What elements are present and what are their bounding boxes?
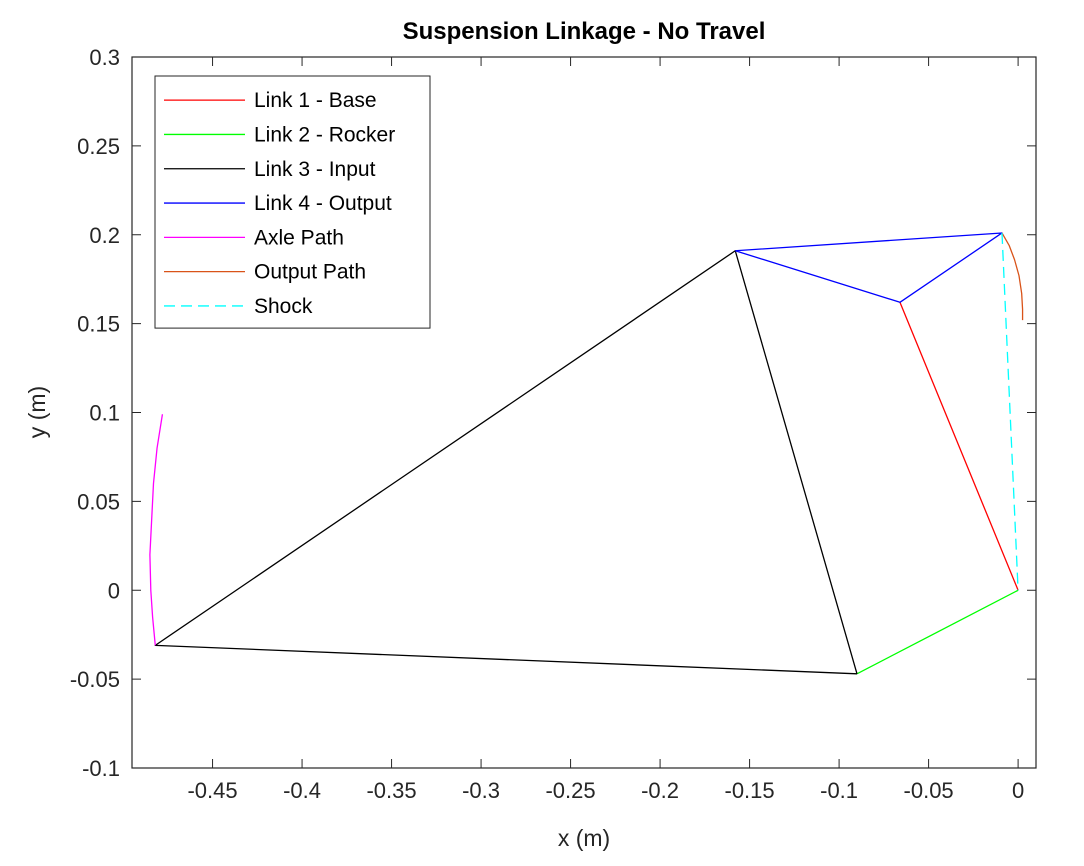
x-tick-label-2: -0.35 xyxy=(366,778,416,803)
legend-label-5: Output Path xyxy=(254,261,366,284)
y-tick-label-6: 0.2 xyxy=(89,223,120,248)
legend-label-2: Link 3 - Input xyxy=(254,158,376,181)
x-tick-label-6: -0.15 xyxy=(725,778,775,803)
x-tick-label-9: 0 xyxy=(1012,778,1024,803)
legend-label-3: Link 4 - Output xyxy=(254,192,392,215)
data-layer xyxy=(149,232,1024,675)
y-tick-label-2: 0 xyxy=(108,578,120,603)
y-tick-label-0: -0.1 xyxy=(82,756,120,781)
y-axis-label: y (m) xyxy=(24,386,50,438)
series-line-4-0 xyxy=(149,414,164,646)
x-tick-label-5: -0.2 xyxy=(641,778,679,803)
x-tick-label-8: -0.05 xyxy=(904,778,954,803)
y-tick-label-3: 0.05 xyxy=(77,489,120,514)
series-line-1-0 xyxy=(856,589,1019,675)
legend-label-4: Axle Path xyxy=(254,226,344,249)
y-tick-label-4: 0.1 xyxy=(89,401,120,426)
x-tick-label-3: -0.3 xyxy=(462,778,500,803)
legend: Link 1 - Base Link 2 - Rocker Link 3 - Inp… xyxy=(154,75,431,329)
ticks-layer: -0.45 -0.4 -0.35 -0.3 -0.25 -0.2 -0.15 -0.1 -0.0… xyxy=(70,45,1036,803)
x-tick-label-1: -0.4 xyxy=(283,778,321,803)
series-line-5-0 xyxy=(1001,232,1024,321)
legend-label-1: Link 2 - Rocker xyxy=(254,123,395,146)
legend-label-6: Shock xyxy=(254,295,313,318)
series-line-3-0 xyxy=(735,232,1003,303)
chart-title: Suspension Linkage - No Travel xyxy=(403,18,766,45)
x-tick-label-0: -0.45 xyxy=(187,778,237,803)
x-axis-label: x (m) xyxy=(558,825,610,851)
y-tick-label-7: 0.25 xyxy=(77,134,120,159)
legend-label-0: Link 1 - Base xyxy=(254,89,377,112)
series-line-2-0 xyxy=(154,250,858,675)
series-line-6-0 xyxy=(1001,232,1019,591)
legend-box xyxy=(154,75,431,329)
y-tick-label-5: 0.15 xyxy=(77,312,120,337)
x-tick-label-4: -0.25 xyxy=(545,778,595,803)
x-tick-label-7: -0.1 xyxy=(820,778,858,803)
series-line-0-0 xyxy=(899,302,1019,591)
y-tick-label-1: -0.05 xyxy=(70,667,120,692)
y-tick-label-8: 0.3 xyxy=(89,45,120,70)
